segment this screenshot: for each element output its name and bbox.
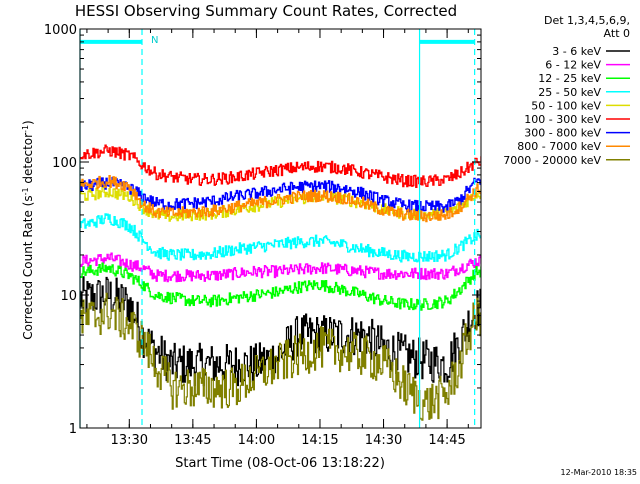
legend-label: 50 - 100 keV	[531, 99, 601, 112]
x-tick-label: 14:45	[428, 433, 465, 448]
series-line-25-50kev	[80, 213, 481, 263]
y-tick-label: 100	[52, 156, 77, 171]
y-label-sup-2: -1	[21, 125, 30, 133]
y-label-part-1: Corrected Count Rate (s	[21, 195, 35, 339]
series-line-3-6kev	[80, 276, 481, 387]
legend-label: 300 - 800 keV	[524, 127, 601, 140]
legend-label: 800 - 7000 keV	[517, 140, 601, 153]
y-tick-label: 10	[60, 289, 77, 304]
series-line-100-300kev	[80, 144, 481, 188]
legend-label: 12 - 25 keV	[538, 72, 601, 85]
legend-label: 100 - 300 keV	[524, 113, 601, 126]
y-tick-label: 1	[69, 422, 77, 437]
legend-label: 7000 - 20000 keV	[503, 154, 601, 167]
x-tick-label: 13:30	[111, 433, 148, 448]
x-tick-label: 14:00	[238, 433, 275, 448]
y-axis-label: Corrected Count Rate (s-1 detector-1)	[21, 120, 36, 339]
series-line-12-25kev	[80, 262, 481, 311]
x-tick-label: 14:30	[365, 433, 402, 448]
y-label-part-3: )	[21, 120, 35, 125]
y-label-part-2: detector	[21, 133, 35, 188]
x-axis-label: Start Time (08-Oct-06 13:18:22)	[175, 456, 385, 471]
legend-label: 3 - 6 keV	[552, 45, 601, 58]
plot-inner	[80, 144, 481, 421]
x-tick-label: 13:45	[174, 433, 211, 448]
legend-title-line-1: Det 1,3,4,5,6,9,	[544, 14, 630, 27]
timestamp: 12-Mar-2010 18:35	[561, 468, 638, 477]
legend-title-line-2: Att 0	[604, 27, 630, 40]
y-tick-label: 1000	[44, 23, 77, 38]
series-line-7000-20000kev	[80, 292, 481, 421]
annotation-n: N	[151, 35, 158, 46]
series-line-6-12kev	[80, 252, 481, 283]
legend-label: 6 - 12 keV	[545, 59, 601, 72]
plot-area	[79, 29, 481, 428]
plot-frame	[79, 28, 482, 429]
x-tick-label: 14:15	[301, 433, 338, 448]
series-line-300-800kev	[80, 176, 481, 213]
axes: 1 10 100 1000 13:30 13:45 14:00 14:15 14:30 14:45	[44, 23, 482, 448]
legend-label: 25 - 50 keV	[538, 86, 601, 99]
chart-title: HESSI Observing Summary Count Rates, Cor…	[75, 2, 457, 20]
y-label-sup-1: -1	[21, 187, 30, 195]
series-line-800-7000kev	[80, 175, 481, 223]
